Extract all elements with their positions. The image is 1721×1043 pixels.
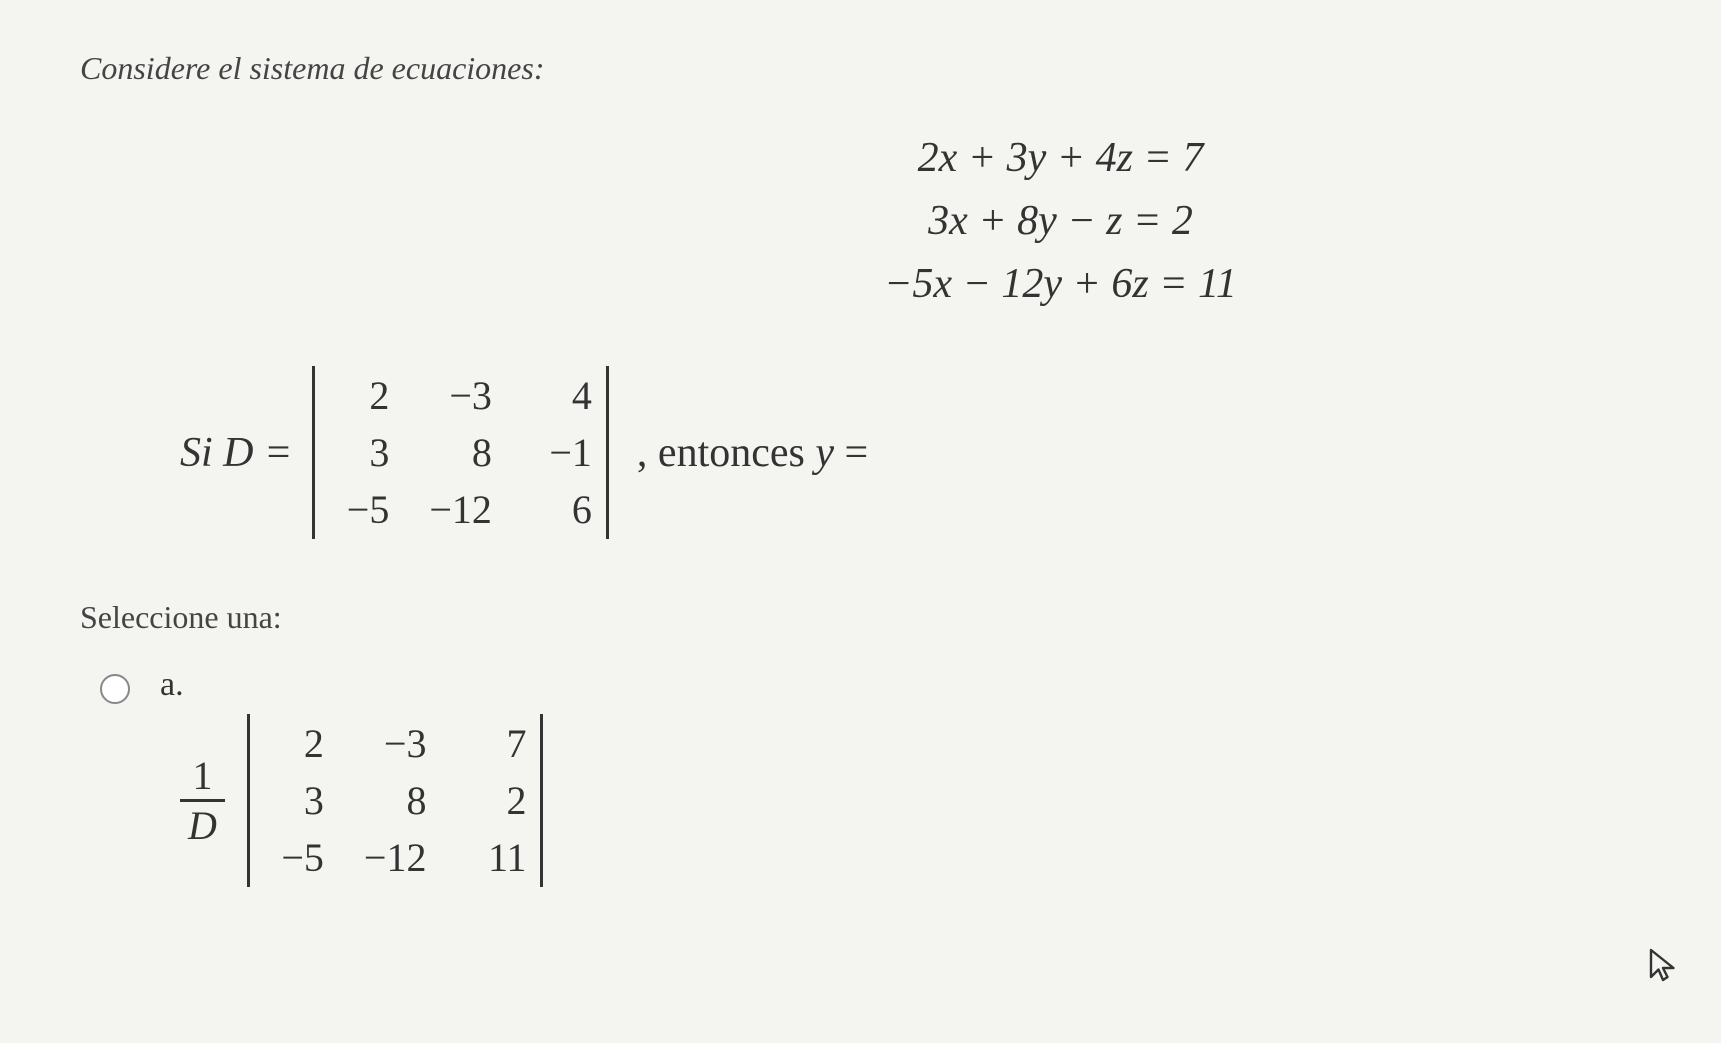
option-a-body: a. 1 D 2 −3 7 3 8 2 −5 −12 11 [160, 666, 551, 887]
det-D-r0c0: 2 [329, 372, 389, 419]
option-a-row[interactable]: a. 1 D 2 −3 7 3 8 2 −5 −12 11 [100, 666, 1641, 887]
si-word: Si [180, 430, 223, 476]
system-of-equations: 2x + 3y + 4z = 7 3x + 8y − z = 2 −5x − 1… [80, 127, 1641, 316]
det-a-left-bar [247, 714, 250, 887]
equation-3: −5x − 12y + 6z = 11 [480, 253, 1641, 316]
fraction-den: D [180, 802, 225, 849]
det-a-right-bar [540, 714, 543, 887]
det-D-r2c2: 6 [532, 486, 592, 533]
det-a-r1c2: 2 [466, 777, 526, 824]
si-equals: = [254, 430, 293, 476]
select-one-label: Seleccione una: [80, 599, 1641, 636]
cursor-icon [1645, 947, 1681, 983]
det-D-grid: 2 −3 4 3 8 −1 −5 −12 6 [323, 366, 598, 539]
det-a-r2c1: −12 [364, 834, 427, 881]
det-a-r2c2: 11 [466, 834, 526, 881]
then-plain: , entonces [637, 430, 815, 476]
option-a-expression: 1 D 2 −3 7 3 8 2 −5 −12 11 [180, 714, 551, 887]
det-left-bar [312, 366, 315, 539]
si-var: D [223, 430, 253, 476]
question-prompt: Considere el sistema de ecuaciones: [80, 50, 1641, 87]
then-var-y: y [815, 430, 834, 476]
then-eq: = [834, 430, 868, 476]
option-a-radio[interactable] [100, 674, 130, 704]
determinant-option-a: 2 −3 7 3 8 2 −5 −12 11 [239, 714, 552, 887]
det-D-r1c1: 8 [429, 429, 492, 476]
det-D-r2c1: −12 [429, 486, 492, 533]
fraction-num: 1 [184, 752, 220, 799]
det-D-r0c2: 4 [532, 372, 592, 419]
det-right-bar [606, 366, 609, 539]
det-a-r0c2: 7 [466, 720, 526, 767]
det-a-r1c1: 8 [364, 777, 427, 824]
determinant-definition: Si D = 2 −3 4 3 8 −1 −5 −12 6 , entonces… [180, 366, 1641, 539]
option-a-letter: a. [160, 666, 551, 704]
det-a-r1c0: 3 [264, 777, 324, 824]
det-D-r1c2: −1 [532, 429, 592, 476]
equation-2: 3x + 8y − z = 2 [480, 190, 1641, 253]
det-D-r0c1: −3 [429, 372, 492, 419]
det-D-r1c0: 3 [329, 429, 389, 476]
then-label: , entonces y = [637, 429, 868, 477]
det-a-r2c0: −5 [264, 834, 324, 881]
det-a-r0c0: 2 [264, 720, 324, 767]
si-label-before: Si D = [180, 429, 292, 477]
det-a-r0c1: −3 [364, 720, 427, 767]
fraction-1-over-D: 1 D [180, 752, 225, 849]
equation-1: 2x + 3y + 4z = 7 [480, 127, 1641, 190]
det-D-r2c0: −5 [329, 486, 389, 533]
det-a-grid: 2 −3 7 3 8 2 −5 −12 11 [258, 714, 533, 887]
determinant-D: 2 −3 4 3 8 −1 −5 −12 6 [304, 366, 617, 539]
